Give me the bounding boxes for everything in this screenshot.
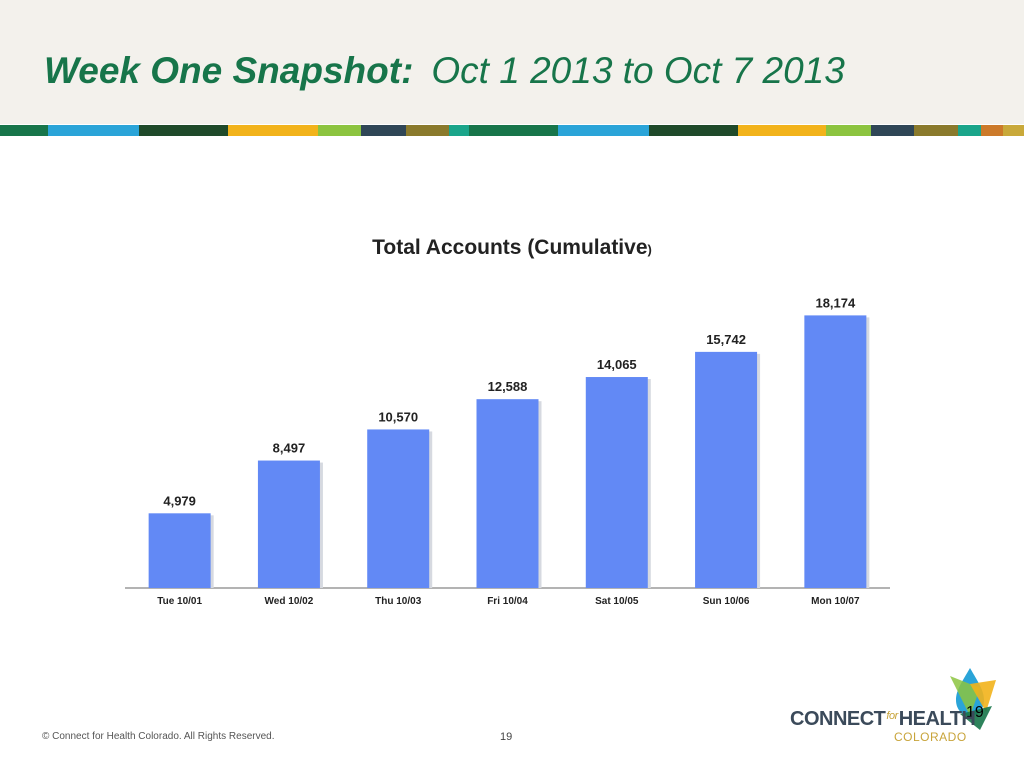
logo-text-for: for [886,710,898,722]
logo-number: 19 [966,704,984,721]
data-label: 8,497 [273,441,306,456]
data-label: 15,742 [706,332,746,347]
stripe-segment [139,125,228,136]
x-tick-label: Wed 10/02 [265,596,314,607]
stripe-segment [449,125,469,136]
stripe-segment [981,125,1003,136]
color-stripe [0,125,1024,136]
data-label: 14,065 [597,357,637,372]
stripe-segment [738,125,826,136]
stripe-segment [228,125,318,136]
x-tick-label: Mon 10/07 [811,596,860,607]
x-tick-label: Sat 10/05 [595,596,639,607]
stripe-segment [914,125,958,136]
logo-subtext: COLORADO [894,730,967,744]
connect-for-health-logo: 19 CONNECTforHEALTH COLORADO [790,660,1000,750]
data-label: 18,174 [815,295,856,310]
logo-text-health: HEALTH [898,708,976,730]
logo-text-connect: CONNECT [790,708,886,730]
data-label: 12,588 [488,379,528,394]
x-tick-label: Tue 10/01 [157,596,202,607]
bar [585,377,648,588]
page-number: 19 [500,731,513,743]
footer-copyright: © Connect for Health Colorado. All Right… [42,731,275,742]
stripe-segment [958,125,981,136]
stripe-segment [361,125,406,136]
bar [695,351,758,588]
title-band [0,0,1024,124]
bar [804,315,867,588]
slide-title-dates: Oct 1 2013 to Oct 7 2013 [431,50,845,91]
chart-title-text: Total Accounts (Cumulative [372,236,648,259]
stripe-segment [558,125,649,136]
stripe-segment [826,125,871,136]
slide-title-bold: Week One Snapshot: [44,50,414,91]
data-label: 10,570 [378,409,418,424]
chart-title-suffix: ) [647,242,652,257]
chart-title: Total Accounts (Cumulative) [0,236,1024,260]
bar [148,513,211,588]
stripe-segment [871,125,914,136]
x-tick-label: Fri 10/04 [487,596,528,607]
data-label: 4,979 [163,493,196,508]
stripe-segment [469,125,558,136]
stripe-segment [318,125,361,136]
bar [367,429,430,588]
bar [476,399,539,588]
logo-wordmark: CONNECTforHEALTH [790,708,976,731]
stripe-segment [0,125,48,136]
bar [257,460,320,588]
bar-chart: 4,979 Tue 10/01 8,497 Wed 10/02 10,570 Thu 10… [125,295,890,607]
x-tick-label: Thu 10/03 [375,596,422,607]
stripe-segment [48,125,139,136]
stripe-segment [1003,125,1024,136]
stripe-segment [649,125,738,136]
stripe-segment [406,125,449,136]
leaf-drop-icon [950,668,996,730]
slide-title: Week One Snapshot: Oct 1 2013 to Oct 7 20… [44,50,845,92]
x-tick-label: Sun 10/06 [703,596,750,607]
